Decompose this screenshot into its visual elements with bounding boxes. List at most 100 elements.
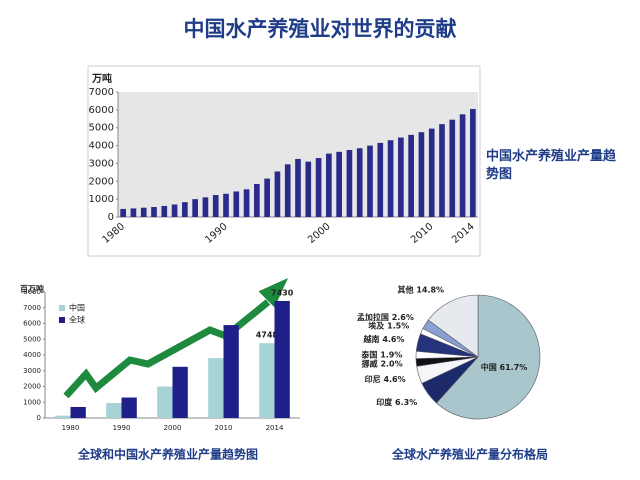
bar (336, 151, 342, 217)
y-axis-label: 万吨 (91, 72, 112, 85)
bar (264, 178, 270, 217)
bar (202, 197, 209, 217)
slice-name: 越南 (363, 334, 380, 344)
y-tick-label: 1000 (89, 194, 114, 205)
bar (157, 386, 173, 418)
y-tick-label: 7000 (89, 87, 114, 98)
y-tick-label: 5000 (23, 335, 41, 343)
legend-label: 全球 (69, 315, 85, 325)
data-label: 4748 (256, 331, 279, 340)
bar (192, 199, 198, 217)
bar (243, 189, 250, 217)
slice-name: 泰国 (360, 349, 377, 359)
slice-label: 孟加拉国 2.6% (357, 311, 414, 321)
slice-value: 1.9% (380, 350, 402, 359)
y-tick-label: 6000 (89, 105, 114, 116)
x-tick-label: 2000 (164, 424, 182, 432)
bar (284, 164, 291, 217)
bar (305, 161, 312, 217)
slice-value: 6.3% (395, 398, 417, 407)
bar (326, 153, 332, 217)
slice-name: 印度 (376, 397, 393, 407)
bar (55, 415, 71, 418)
slide-title: 中国水产养殖业对世界的贡献 (184, 17, 457, 41)
bar (418, 132, 425, 217)
bar (70, 406, 86, 418)
slice-value: 61.7% (500, 363, 528, 372)
bar (459, 114, 466, 217)
slice-label: 印度 6.3% (376, 397, 417, 407)
bar (140, 207, 147, 217)
y-tick-label: 5000 (89, 123, 114, 134)
bar (151, 207, 157, 217)
legend-swatch (59, 317, 65, 323)
bar (449, 119, 456, 217)
slice-value: 14.8% (416, 285, 444, 294)
bar (223, 193, 229, 217)
y-tick-label: 3000 (89, 158, 114, 169)
bar (223, 325, 239, 418)
pie-slice (435, 294, 541, 420)
bar (121, 397, 137, 418)
data-label: 7430 (271, 288, 294, 297)
bar (470, 108, 476, 217)
bar (408, 134, 414, 217)
x-tick-label: 1980 (62, 424, 80, 432)
bar (120, 208, 126, 217)
y-axis-label: 百万吨 (20, 284, 44, 294)
bar (377, 142, 384, 217)
slice-name: 其他 (398, 284, 414, 294)
bar (356, 148, 363, 217)
slice-name: 孟加拉国 (357, 311, 389, 321)
annotation: 中国水产养殖业产量趋势图 (486, 149, 617, 182)
slice-value: 1.5% (387, 321, 409, 330)
pie-slice (427, 294, 479, 358)
bar (233, 191, 240, 217)
trend-arrow (63, 277, 289, 399)
bar (161, 205, 168, 217)
bar (315, 158, 322, 217)
slice-value: 4.6% (382, 335, 404, 344)
y-tick-label: 3000 (23, 367, 41, 375)
bar (274, 171, 281, 217)
chart-caption: 全球水产养殖业产量分布格局 (391, 447, 548, 462)
slice-label: 印尼 4.6% (365, 374, 406, 384)
y-tick-label: 1000 (23, 398, 41, 406)
bar (212, 195, 219, 217)
slice-name: 印尼 (365, 374, 381, 384)
bar (259, 343, 275, 418)
y-tick-label: 0 (108, 212, 114, 223)
bar (387, 140, 394, 217)
y-tick-label: 4000 (23, 351, 41, 359)
bar (172, 366, 188, 418)
bar (171, 204, 178, 217)
slice-value: 2.0% (380, 359, 402, 368)
bar (254, 183, 260, 217)
bar (439, 124, 445, 217)
slice-label: 埃及 1.5% (368, 320, 409, 330)
y-tick-label: 0 (37, 414, 41, 422)
legend-label: 中国 (69, 303, 85, 313)
y-tick-label: 4000 (89, 141, 114, 152)
slice-label: 中国 61.7% (481, 362, 528, 372)
y-tick-label: 8000 (23, 288, 41, 296)
slice-value: 4.6% (383, 375, 405, 384)
bar (106, 403, 122, 418)
chart-caption: 全球和中国水产养殖业产量趋势图 (77, 447, 258, 462)
bar (428, 128, 435, 217)
slice-label: 泰国 1.9% (360, 349, 402, 359)
x-tick-label: 2010 (215, 424, 233, 432)
bar (346, 150, 353, 217)
slice-label: 越南 4.6% (363, 334, 405, 344)
y-tick-label: 6000 (23, 320, 41, 328)
bar (398, 137, 404, 217)
x-tick-label: 2014 (266, 424, 284, 432)
slice-label: 挪威 2.0% (362, 358, 403, 368)
bar (182, 202, 188, 217)
x-tick-label: 1990 (113, 424, 131, 432)
slice-label: 其他 14.8% (398, 284, 445, 294)
slice-name: 中国 (481, 362, 497, 372)
bar (274, 300, 290, 418)
